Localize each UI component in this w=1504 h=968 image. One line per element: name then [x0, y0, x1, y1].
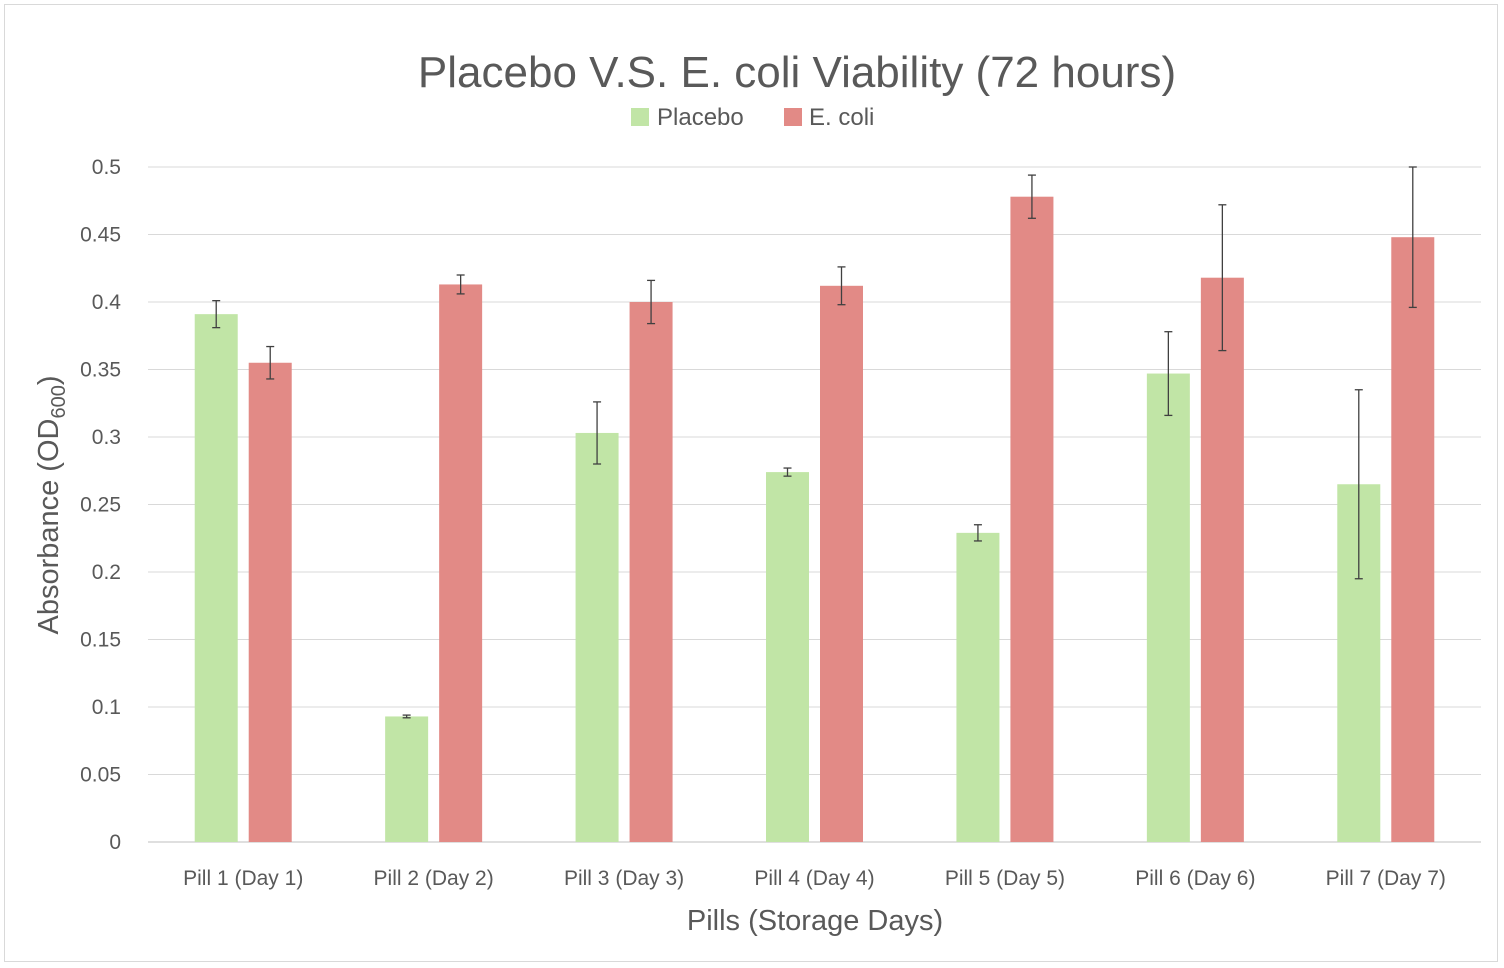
y-tick-label: 0.25 — [80, 494, 121, 517]
x-axis-title: Pills (Storage Days) — [687, 905, 943, 937]
y-tick-label: 0.45 — [80, 224, 121, 247]
bar-e-coli-1 — [248, 362, 292, 842]
error-bar-placebo-2 — [402, 714, 411, 719]
bar-placebo-4 — [766, 472, 809, 842]
y-tick-label: 0.3 — [92, 426, 121, 449]
bar-placebo-1 — [194, 314, 238, 842]
y-tick-label: 0.2 — [92, 561, 121, 584]
bar-placebo-5 — [956, 532, 1000, 842]
y-tick-label: 0.05 — [80, 764, 121, 787]
gridlines — [148, 166, 1481, 843]
error-bar-e-coli-4 — [837, 266, 846, 306]
y-axis-title-main: Absorbance (OD — [33, 419, 65, 635]
legend-label-ecoli: E. coli — [809, 104, 874, 131]
y-tick-label: 0.15 — [80, 629, 121, 652]
x-tick-label: Pill 2 (Day 2) — [374, 867, 494, 890]
legend-swatch-ecoli — [784, 108, 802, 126]
error-bar-e-coli-2 — [456, 274, 465, 295]
error-bar-placebo-4 — [783, 467, 792, 477]
error-bar-e-coli-1 — [266, 345, 275, 380]
x-tick-label: Pill 1 (Day 1) — [183, 867, 303, 890]
y-axis-title-close: ) — [33, 375, 65, 385]
x-tick-label: Pill 4 (Day 4) — [754, 867, 874, 890]
x-tick-label: Pill 6 (Day 6) — [1135, 867, 1255, 890]
bar-e-coli-4 — [820, 285, 863, 842]
y-tick-label: 0 — [109, 831, 121, 854]
chart-title: Placebo V.S. E. coli Viability (72 hours… — [418, 48, 1176, 97]
y-axis-title: Absorbance (OD600) — [33, 375, 70, 634]
legend-swatch-placebo — [631, 108, 649, 126]
error-bars — [212, 166, 1417, 719]
bar-e-coli-3 — [629, 302, 673, 842]
bar-placebo-2 — [385, 716, 429, 842]
y-tick-label: 0.1 — [92, 696, 121, 719]
error-bar-e-coli-5 — [1027, 174, 1036, 219]
error-bar-placebo-7 — [1354, 389, 1363, 580]
bar-placebo-3 — [575, 432, 619, 842]
y-axis-title-subscript: 600 — [48, 385, 70, 418]
bar-e-coli-2 — [439, 284, 483, 842]
legend-label-placebo: Placebo — [657, 104, 744, 131]
x-tick-label: Pill 3 (Day 3) — [564, 867, 684, 890]
y-axis-ticks: 0 0.05 0.1 0.15 0.2 0.25 0.3 0.35 0.4 0.45 0.5 — [80, 156, 121, 854]
error-bar-e-coli-3 — [647, 279, 656, 325]
legend: Placebo E. coli — [631, 104, 874, 131]
x-axis-ticks: Pill 1 (Day 1) Pill 2 (Day 2) Pill 3 (Day … — [183, 867, 1446, 890]
bar-e-coli-5 — [1010, 196, 1054, 842]
x-tick-label: Pill 7 (Day 7) — [1326, 867, 1446, 890]
error-bar-placebo-6 — [1164, 331, 1173, 417]
error-bar-e-coli-7 — [1408, 166, 1417, 309]
y-tick-label: 0.4 — [92, 291, 122, 314]
bar-e-coli-6 — [1200, 277, 1244, 842]
bar-e-coli-7 — [1391, 237, 1435, 842]
error-bar-placebo-1 — [212, 299, 221, 329]
error-bar-placebo-5 — [973, 524, 982, 542]
bar-placebo-6 — [1146, 373, 1190, 842]
y-tick-label: 0.5 — [92, 156, 121, 179]
error-bar-placebo-3 — [593, 401, 602, 465]
y-tick-label: 0.35 — [80, 359, 121, 382]
error-bar-e-coli-6 — [1218, 204, 1227, 352]
bars — [194, 196, 1435, 842]
x-tick-label: Pill 5 (Day 5) — [945, 867, 1065, 890]
